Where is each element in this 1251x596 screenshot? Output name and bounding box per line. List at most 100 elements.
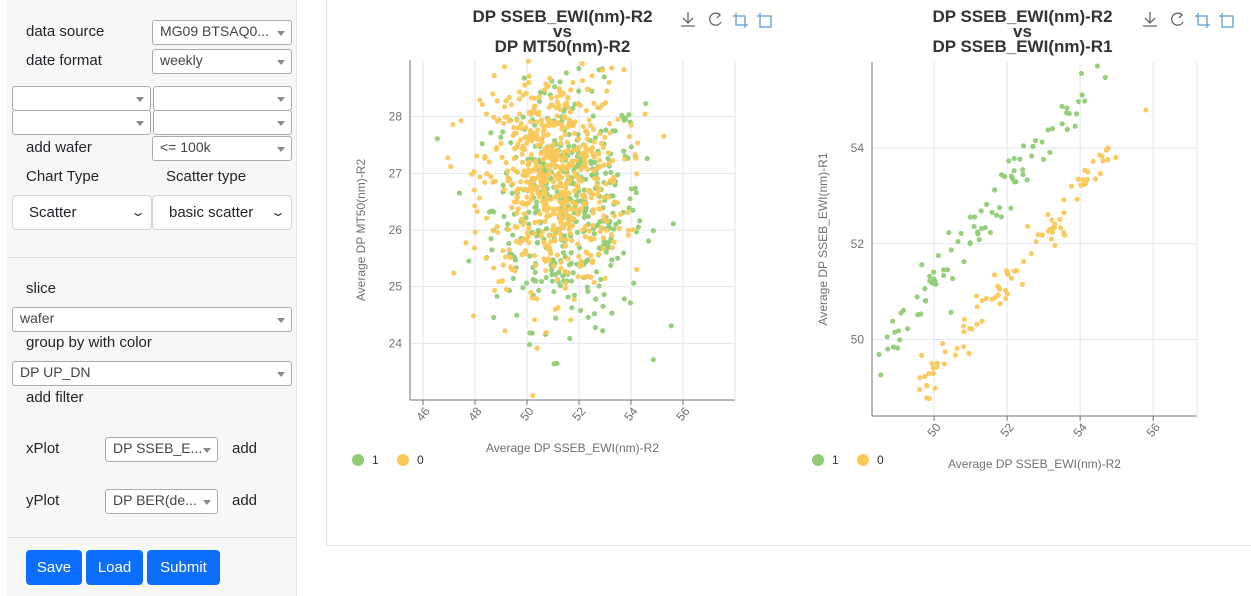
data-point [567,109,573,115]
date-format-select[interactable]: weekly [152,49,292,74]
refresh-icon[interactable] [1171,12,1184,26]
data-point [517,111,523,117]
data-point [895,345,901,351]
divider [7,537,297,538]
data-point [560,250,567,256]
data-point [543,275,549,281]
zoom-icon[interactable] [1195,13,1210,28]
data-point [579,77,586,84]
data-point [630,227,636,233]
data-point [518,179,524,185]
chart-type-select[interactable]: Scatter ⌄ [12,195,152,230]
data-point [581,192,587,198]
data-point [922,373,928,380]
data-point [529,138,535,144]
data-point [995,283,1001,289]
zoom-icon[interactable] [733,13,748,28]
yplot-select[interactable]: DP BER(de... [105,489,218,514]
data-point [563,100,570,106]
x-tick-label: 46 [413,404,433,423]
sidebar: data source MG09 BTSAQ0... date format w… [7,0,297,596]
data-point [1024,223,1031,229]
group-by-select[interactable]: DP UP_DN [12,361,292,386]
submit-button[interactable]: Submit [147,550,220,585]
zoom-reset-icon[interactable] [1219,13,1234,28]
yplot-add-link[interactable]: add [232,492,258,509]
data-point [918,352,925,358]
data-point [995,292,1001,298]
data-point [582,157,588,163]
empty-select-2[interactable] [153,86,292,111]
scatter-type-select[interactable]: basic scatter ⌄ [152,195,292,230]
data-point [504,168,511,174]
data-point [603,127,609,133]
data-point [600,245,606,251]
data-point [561,204,568,210]
data-point [608,169,614,176]
data-point [574,229,581,236]
data-point [561,149,567,155]
data-point [510,181,516,187]
empty-select-1[interactable] [12,86,151,111]
data-point [606,79,612,85]
data-point [1049,217,1055,223]
empty-select-4[interactable] [153,110,292,135]
data-point [532,110,539,116]
data-source-select[interactable]: MG09 BTSAQ0... [152,20,292,45]
data-point [544,214,550,220]
data-point [591,279,597,285]
data-point [1064,105,1070,111]
data-point [992,187,998,193]
y-tick-label: 24 [389,336,403,350]
load-button[interactable]: Load [86,550,143,585]
data-point [570,79,576,86]
add-wafer-select[interactable]: <= 100k [152,136,292,161]
data-point [578,167,584,173]
download-icon[interactable] [681,12,695,27]
data-point [531,253,538,259]
data-point [604,227,610,234]
data-point [484,171,490,177]
data-point [635,224,641,230]
data-point [494,118,501,124]
download-icon[interactable] [1143,12,1157,27]
data-point [494,98,500,104]
data-point [552,84,558,90]
data-point [526,200,532,206]
data-point [548,239,554,245]
data-point [1020,167,1026,173]
data-point [510,232,516,238]
chevron-down-icon: ⌄ [129,205,147,219]
data-point [526,209,532,215]
data-point [508,140,514,146]
data-point [634,171,640,177]
data-point [532,269,538,276]
empty-select-3[interactable] [12,110,151,135]
data-point [670,221,676,227]
chevron-down-icon [277,31,285,36]
data-point [644,155,650,162]
data-point [1024,177,1030,183]
data-point [551,232,558,239]
y-tick-label: 26 [389,223,403,237]
refresh-icon[interactable] [709,12,722,26]
data-point [603,249,609,255]
save-button[interactable]: Save [26,550,82,585]
data-point [528,111,534,117]
data-point [527,119,534,125]
data-point [611,239,617,245]
slice-select[interactable]: wafer [12,307,292,332]
zoom-reset-icon[interactable] [757,13,772,28]
legend-marker [857,454,869,466]
xplot-add-link[interactable]: add [232,440,258,457]
data-point [541,126,547,133]
data-point [1052,221,1058,227]
data-point [1004,270,1010,276]
xplot-select[interactable]: DP SSEB_E... [105,437,218,462]
data-point [567,335,573,342]
data-point [523,90,529,96]
data-point [1021,258,1027,264]
data-point [628,144,634,150]
data-point [590,207,596,213]
data-point [573,207,580,213]
